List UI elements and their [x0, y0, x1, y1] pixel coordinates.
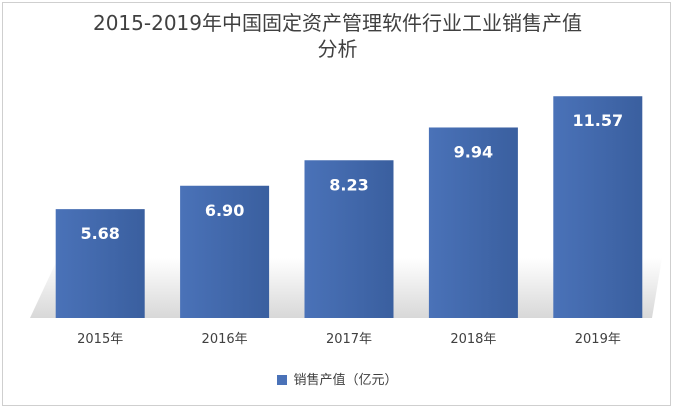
chart-title-line2: 分析 [317, 37, 358, 61]
chart-title-line1: 2015-2019年中国固定资产管理软件行业工业销售产值 [92, 11, 582, 35]
x-tick-label-4: 2019年 [575, 332, 621, 347]
bar-label-2: 8.23 [329, 175, 368, 194]
legend-swatch [277, 375, 288, 385]
legend-label: 销售产值（亿元） [293, 373, 398, 388]
chart-title: 2015-2019年中国固定资产管理软件行业工业销售产值 分析 [0, 10, 675, 62]
x-tick-label-0: 2015年 [77, 332, 123, 347]
bar-0 [55, 209, 145, 318]
x-tick-label-3: 2018年 [450, 332, 496, 347]
chart-legend: 销售产值（亿元） [0, 369, 675, 388]
bar-4 [553, 96, 643, 318]
bar-2 [304, 160, 394, 318]
x-tick-label-2: 2017年 [326, 332, 372, 347]
bar-1 [180, 185, 270, 318]
x-tick-label-1: 2016年 [202, 332, 248, 347]
bar-label-0: 5.68 [80, 224, 119, 243]
bar-label-3: 9.94 [454, 142, 493, 161]
bar-label-1: 6.90 [205, 201, 244, 220]
bar-3 [428, 127, 518, 318]
bar-label-4: 11.57 [572, 111, 623, 130]
